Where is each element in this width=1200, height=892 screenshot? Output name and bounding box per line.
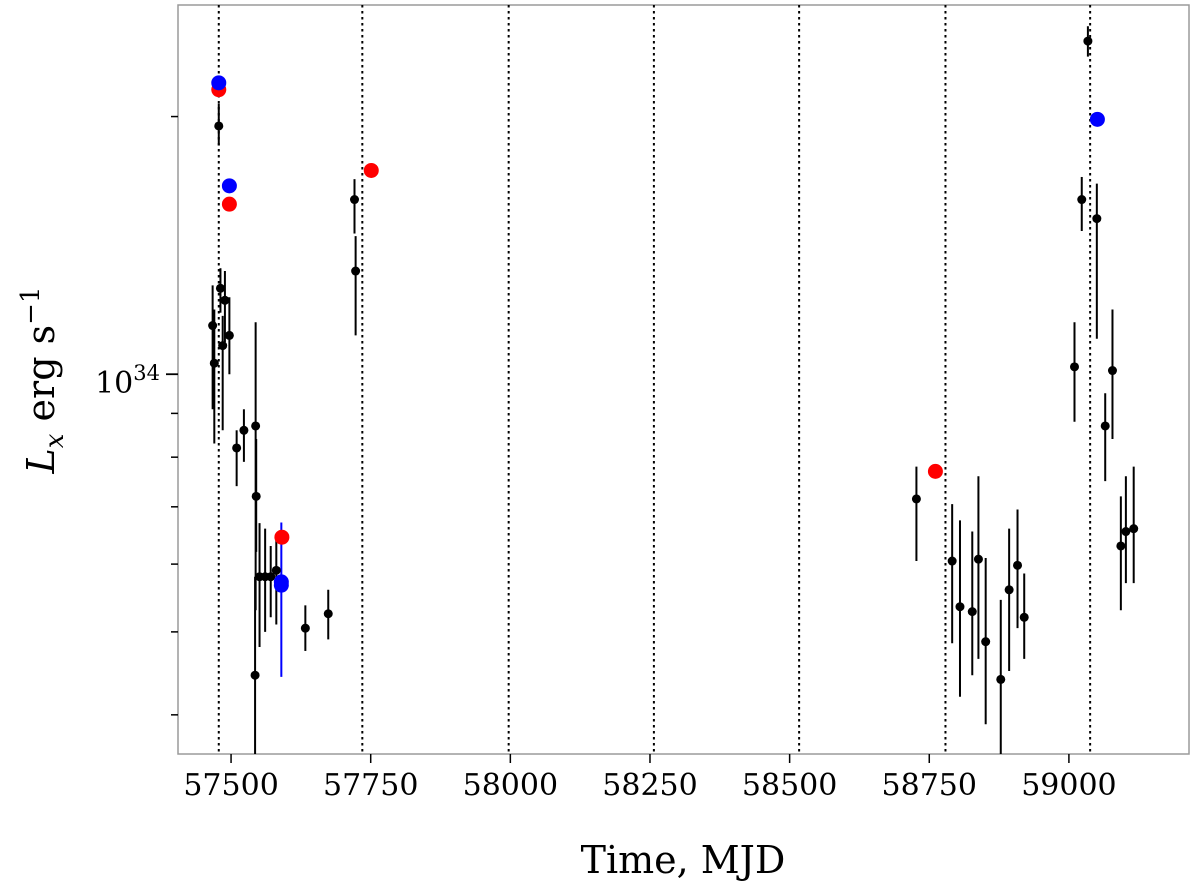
black-point: [955, 602, 965, 612]
y-axis-base: L: [19, 448, 63, 474]
black-point: [224, 330, 234, 340]
black-point: [214, 121, 224, 131]
x-axis-title: Time, MJD: [581, 838, 786, 882]
x-tick-label: 58500: [742, 768, 837, 803]
vertical-lines: [217, 5, 1092, 754]
black-point: [981, 637, 991, 647]
black-point: [271, 565, 281, 575]
blue-point: [211, 75, 227, 91]
red-point: [363, 162, 379, 178]
red-point: [927, 463, 943, 479]
black-point: [351, 266, 361, 276]
black-point: [1004, 585, 1014, 595]
black-point: [1083, 36, 1093, 46]
y-tick-base: 10: [95, 366, 133, 401]
black-point: [1092, 214, 1102, 224]
black-point: [1129, 524, 1139, 534]
svg-text:Lx erg s−1: Lx erg s−1: [16, 287, 70, 475]
black-point: [1100, 421, 1110, 431]
x-tick-label: 57750: [323, 768, 418, 803]
x-tick-label: 58750: [882, 768, 977, 803]
black-point: [1069, 362, 1079, 372]
black-point: [208, 321, 218, 331]
blue-point: [1089, 111, 1105, 127]
y-axis-unit: erg s: [19, 325, 63, 434]
black-point: [1107, 366, 1117, 376]
x-tick-label: 59000: [1021, 768, 1116, 803]
blue-point: [221, 178, 237, 194]
y-tick-exp: 34: [133, 361, 160, 385]
black-point: [250, 670, 260, 680]
black-point: [996, 674, 1006, 684]
y-axis-sup: −1: [16, 287, 46, 325]
black-point: [1013, 560, 1023, 570]
plot-frame: [177, 4, 1190, 755]
black-point: [209, 358, 219, 368]
red-point: [221, 196, 237, 212]
black-point: [218, 341, 228, 351]
blue-point: [273, 574, 289, 590]
black-point: [220, 295, 230, 305]
y-tick-label-major: 1034: [95, 361, 160, 401]
black-point: [967, 607, 977, 617]
red-point: [274, 529, 290, 545]
black-point: [232, 443, 242, 453]
black-point: [350, 195, 360, 205]
data-points: [208, 36, 1139, 684]
black-point: [1019, 612, 1029, 622]
black-point: [300, 623, 310, 633]
black-point: [973, 554, 983, 564]
y-axis-sub: x: [40, 433, 70, 448]
axes: 57500 57750 58000 58250 58500 58750 59000: [166, 115, 1117, 803]
black-point: [1116, 541, 1126, 551]
black-point: [251, 491, 261, 501]
x-tick-label: 58000: [463, 768, 558, 803]
black-point: [1077, 195, 1087, 205]
x-tick-label: 57500: [183, 768, 278, 803]
black-point: [266, 572, 276, 582]
black-point: [251, 421, 261, 431]
black-point: [1121, 527, 1131, 537]
black-point: [911, 494, 921, 504]
y-axis-title: Lx erg s−1: [16, 287, 70, 475]
error-bars: [211, 26, 1135, 754]
black-point: [215, 283, 225, 293]
black-point: [947, 556, 957, 566]
x-tick-label: 58250: [602, 768, 697, 803]
black-point: [323, 609, 333, 619]
black-point: [239, 425, 249, 435]
